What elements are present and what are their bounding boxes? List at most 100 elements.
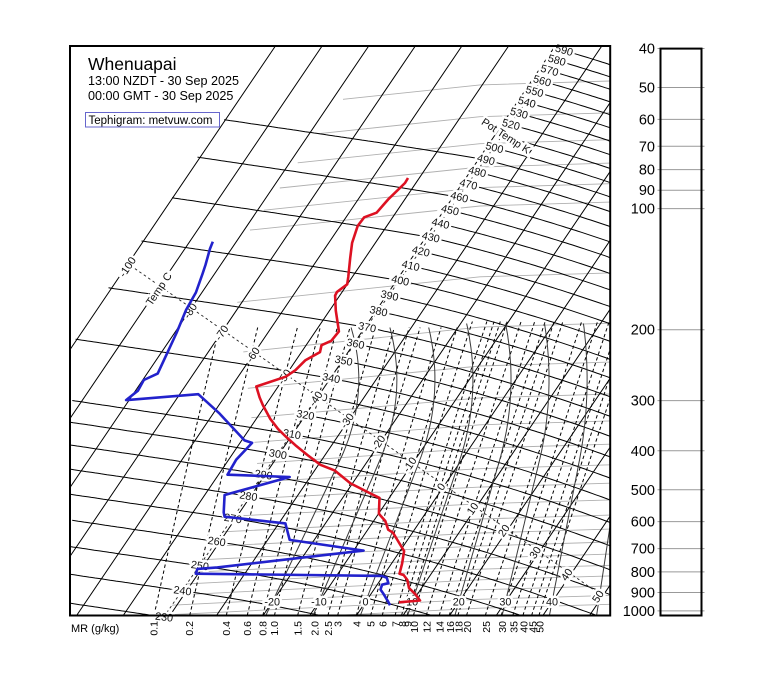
svg-text:30: 30	[499, 597, 511, 609]
svg-text:200: 200	[631, 323, 655, 339]
svg-text:5: 5	[366, 621, 378, 627]
svg-text:50: 50	[590, 588, 607, 605]
svg-text:35: 35	[509, 621, 521, 633]
svg-text:390: 390	[379, 288, 399, 304]
svg-text:600: 600	[631, 515, 655, 531]
svg-text:410: 410	[400, 258, 420, 274]
svg-text:340: 340	[321, 371, 341, 386]
svg-text:1.5: 1.5	[292, 621, 304, 636]
svg-text:470: 470	[458, 177, 478, 193]
svg-text:10: 10	[465, 501, 482, 518]
svg-text:16: 16	[445, 621, 457, 633]
svg-text:420: 420	[411, 244, 431, 260]
svg-text:230: 230	[154, 611, 173, 625]
svg-text:18: 18	[454, 621, 466, 633]
svg-text:270: 270	[223, 512, 243, 527]
svg-text:350: 350	[333, 354, 353, 369]
svg-text:7: 7	[390, 621, 402, 627]
svg-text:480: 480	[467, 164, 487, 180]
svg-text:0.2: 0.2	[184, 621, 196, 636]
svg-text:490: 490	[476, 152, 496, 168]
svg-text:1.0: 1.0	[269, 621, 281, 636]
svg-text:280: 280	[239, 489, 259, 504]
svg-text:250: 250	[190, 559, 210, 573]
svg-text:-20: -20	[264, 597, 280, 609]
svg-text:9: 9	[403, 621, 415, 627]
svg-text:0.6: 0.6	[242, 621, 254, 636]
svg-text:400: 400	[631, 444, 655, 460]
svg-text:80: 80	[639, 163, 655, 179]
svg-text:Whenuapai: Whenuapai	[88, 54, 177, 74]
svg-text:570: 570	[539, 63, 560, 80]
svg-text:500: 500	[631, 483, 655, 499]
svg-text:40: 40	[519, 621, 531, 633]
svg-text:2.5: 2.5	[323, 621, 335, 636]
svg-text:00:00 GMT - 30 Sep 2025: 00:00 GMT - 30 Sep 2025	[88, 89, 233, 103]
svg-text:240: 240	[173, 584, 192, 598]
svg-text:-10: -10	[311, 597, 327, 609]
svg-text:30: 30	[497, 621, 509, 633]
svg-text:-10: -10	[311, 597, 327, 609]
svg-text:8: 8	[397, 621, 409, 627]
svg-text:45: 45	[527, 621, 539, 633]
svg-text:4: 4	[351, 621, 363, 627]
svg-text:10: 10	[406, 597, 418, 609]
svg-text:300: 300	[631, 394, 655, 410]
svg-text:530: 530	[509, 106, 530, 122]
svg-text:400: 400	[390, 273, 410, 289]
svg-text:260: 260	[207, 535, 227, 550]
svg-text:20: 20	[496, 523, 513, 540]
svg-text:1000: 1000	[623, 604, 655, 620]
svg-text:0.4: 0.4	[221, 621, 233, 636]
svg-text:100: 100	[631, 202, 655, 218]
svg-text:330: 330	[308, 389, 328, 404]
svg-text:370: 370	[357, 320, 377, 335]
svg-text:450: 450	[440, 203, 460, 219]
svg-text:0: 0	[362, 597, 368, 609]
svg-text:440: 440	[430, 216, 450, 232]
svg-text:20: 20	[453, 597, 465, 609]
svg-text:14: 14	[435, 621, 447, 633]
svg-text:260: 260	[207, 535, 227, 550]
svg-text:12: 12	[422, 621, 434, 633]
svg-text:30: 30	[499, 597, 511, 609]
svg-text:50: 50	[535, 621, 547, 633]
svg-text:500: 500	[484, 140, 504, 156]
svg-text:0.1: 0.1	[148, 621, 160, 636]
svg-text:13:00 NZDT - 30 Sep 2025: 13:00 NZDT - 30 Sep 2025	[88, 74, 239, 88]
svg-text:0.8: 0.8	[258, 621, 270, 636]
svg-text:580: 580	[546, 53, 567, 70]
svg-text:410: 410	[400, 258, 420, 274]
svg-text:60: 60	[639, 112, 655, 128]
svg-text:30: 30	[527, 545, 544, 562]
svg-text:3: 3	[333, 621, 345, 627]
svg-text:230: 230	[154, 611, 173, 625]
svg-text:50: 50	[639, 81, 655, 97]
svg-text:700: 700	[631, 542, 655, 558]
svg-text:300: 300	[268, 447, 288, 462]
svg-text:70: 70	[639, 139, 655, 155]
svg-text:6: 6	[377, 621, 389, 627]
svg-text:20: 20	[453, 597, 465, 609]
svg-text:520: 520	[501, 117, 522, 133]
svg-text:550: 550	[524, 84, 545, 100]
svg-text:10: 10	[409, 621, 421, 633]
svg-text:270: 270	[223, 512, 243, 527]
svg-text:380: 380	[368, 304, 388, 320]
svg-text:10: 10	[406, 597, 418, 609]
svg-text:0: 0	[435, 481, 448, 493]
svg-text:40: 40	[559, 567, 576, 584]
svg-text:430: 430	[421, 230, 441, 246]
svg-text:800: 800	[631, 565, 655, 581]
svg-text:MR (g/kg): MR (g/kg)	[71, 623, 119, 635]
svg-text:40: 40	[639, 42, 655, 58]
svg-text:25: 25	[481, 621, 493, 633]
svg-text:540: 540	[516, 95, 537, 111]
svg-text:40: 40	[546, 597, 558, 609]
svg-text:90: 90	[639, 183, 655, 199]
svg-text:250: 250	[190, 559, 210, 573]
svg-text:-20: -20	[264, 597, 280, 609]
svg-text:300: 300	[268, 447, 288, 462]
svg-text:460: 460	[449, 190, 469, 206]
svg-text:240: 240	[173, 584, 192, 598]
